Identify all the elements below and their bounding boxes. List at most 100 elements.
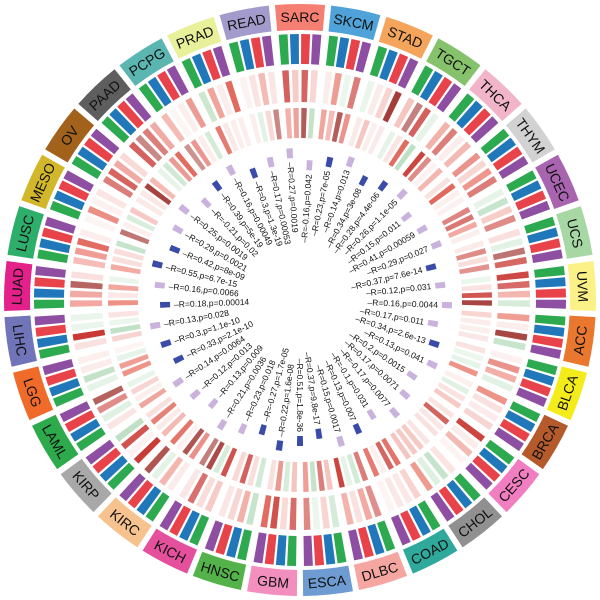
track-cell-blca-3 [516, 387, 548, 407]
heat-cell-acc-0-2 [494, 329, 528, 341]
heat-cell-blca-0-2 [484, 366, 517, 383]
heat-cell-ov-1-2 [144, 183, 172, 206]
heat-cell-tgct-0-0 [393, 97, 415, 129]
heat-cell-paad-0-3 [149, 121, 175, 151]
heat-cell-blca-1-1 [453, 347, 484, 362]
heat-cell-coad-1-1 [375, 441, 394, 471]
heat-cell-brca-0-2 [467, 400, 499, 422]
track-cell-kich-0 [189, 514, 210, 546]
track-cell-stad-1 [379, 49, 398, 81]
track-cell-hnsc-3 [204, 520, 224, 552]
corr-marker-44 [286, 148, 294, 159]
corr-marker-32 [149, 321, 161, 330]
track-cell-sarc-1 [289, 34, 299, 65]
track-cell-lusc-0 [37, 249, 69, 263]
heat-cell-chol-1-3 [389, 432, 412, 460]
heat-cell-ucec-0-2 [480, 205, 513, 225]
track-cell-luad-3 [35, 266, 66, 278]
category-segment-lgg [13, 366, 54, 421]
heat-cell-meso-0-0 [83, 214, 117, 232]
heat-cell-meso-0-1 [87, 205, 120, 225]
heat-cell-hnsc-1-1 [247, 455, 260, 487]
track-cell-skcm-0 [325, 35, 339, 67]
heat-cell-ov-1-3 [149, 176, 176, 200]
track-cell-gbm-0 [287, 535, 297, 566]
corr-marker-38 [178, 203, 190, 215]
category-segment-brca [521, 414, 568, 470]
track-cell-cesc-1 [479, 447, 508, 474]
track-cell-kich-3 [159, 500, 183, 531]
track-cell-ucec-0 [506, 170, 537, 193]
heat-cell-thca-1-0 [402, 151, 426, 178]
heat-cell-acc-0-3 [493, 337, 526, 351]
heat-cell-gbm-1-1 [283, 461, 291, 492]
corr-marker-24 [258, 424, 267, 436]
track-cell-acc-0 [534, 314, 566, 326]
heat-cell-sarc-0-0 [282, 70, 291, 103]
heat-cell-tgct-1-2 [388, 139, 410, 167]
heat-cell-luad-1-2 [108, 284, 139, 292]
heat-cell-ov-0-0 [102, 175, 134, 199]
corr-marker-40 [211, 180, 223, 192]
category-label-lihc: LIHC [10, 323, 30, 357]
track-cell-acc-3 [530, 344, 562, 359]
heat-cell-luad-0-3 [71, 271, 104, 281]
heat-cell-chol-0-2 [416, 456, 441, 486]
heat-cell-chol-1-1 [401, 423, 424, 451]
heat-cell-lusc-1-0 [110, 263, 141, 275]
category-segment-gbm [247, 565, 298, 596]
category-segment-hnsc [192, 551, 247, 591]
heat-cell-coad-1-2 [369, 444, 387, 474]
heat-cell-thym-0-3 [466, 175, 498, 199]
heat-cell-skcm-0-0 [322, 71, 333, 104]
heat-cell-cesc-0-3 [439, 436, 467, 464]
track-cell-sarc-3 [311, 34, 322, 65]
corr-marker-35 [151, 260, 163, 269]
heat-cell-brca-0-0 [476, 385, 508, 406]
heat-cell-sarc-1-3 [307, 108, 315, 139]
track-cell-ucec-1 [510, 180, 542, 202]
category-segment-blca [546, 366, 587, 421]
corr-marker-31 [160, 339, 172, 349]
track-cell-thym-2 [492, 146, 523, 171]
heat-cell-ucs-1-2 [457, 256, 489, 268]
heat-cell-coad-0-3 [376, 480, 396, 513]
heat-cell-kirp-1-1 [155, 406, 182, 431]
corr-label-0: –R=-0.16,p=0.042 [299, 174, 314, 243]
track-cell-skcm-3 [355, 41, 372, 73]
corr-marker-28 [189, 388, 201, 400]
track-cell-brca-1 [504, 410, 536, 432]
track-cell-meso-2 [58, 180, 90, 202]
track-cell-pcpg-0 [138, 83, 164, 113]
heat-cell-acc-0-1 [496, 321, 529, 332]
track-cell-brca-3 [494, 427, 524, 452]
heat-cell-thym-0-2 [462, 167, 492, 191]
heat-cell-ucs-0-3 [494, 256, 528, 269]
track-cell-skcm-2 [345, 39, 361, 71]
heat-cell-lusc-1-3 [115, 240, 147, 255]
category-label-luad: LUAD [8, 267, 26, 305]
track-cell-lusc-1 [39, 238, 71, 254]
heat-cell-kich-1-2 [206, 441, 225, 471]
heat-cell-thym-1-1 [428, 183, 456, 206]
heat-cell-brca-1-3 [433, 387, 462, 409]
heat-cell-paad-1-1 [162, 161, 188, 187]
heat-cell-hnsc-0-0 [246, 492, 260, 526]
track-cell-kirc-3 [119, 473, 146, 502]
track-cell-sarc-0 [278, 34, 289, 65]
heat-cell-meso-0-3 [95, 188, 127, 209]
category-segment-read [219, 5, 272, 41]
heat-cell-prad-1-0 [215, 125, 233, 155]
heat-cell-paad-0-0 [128, 141, 157, 168]
corr-marker-39 [200, 197, 212, 209]
heat-cell-ov-0-3 [119, 152, 149, 178]
heat-cell-lusc-1-1 [111, 256, 143, 268]
track-cell-lgg-0 [52, 387, 84, 407]
track-cell-kirp-0 [107, 462, 135, 490]
category-segment-kirc [97, 497, 152, 548]
heat-cell-kirp-1-2 [150, 401, 177, 425]
heat-cell-thym-1-0 [424, 176, 451, 200]
track-cell-pcpg-3 [166, 65, 189, 96]
corr-marker-37 [172, 224, 184, 235]
